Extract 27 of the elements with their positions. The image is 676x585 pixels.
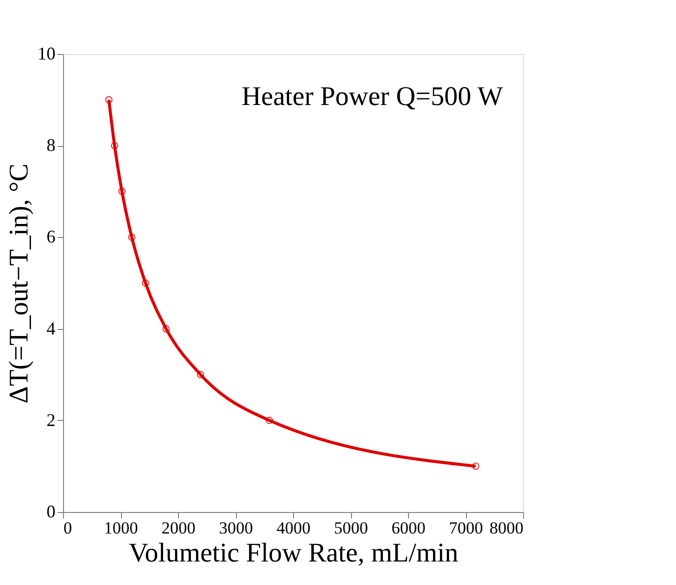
x-tick-label: 8000 [490, 518, 524, 538]
x-tick-label: 1000 [104, 518, 138, 538]
x-tick-label: 4000 [276, 518, 310, 538]
y-tick-label: 6 [46, 226, 56, 247]
y-tick-label: 0 [46, 502, 56, 522]
y-tick-label: 8 [46, 135, 56, 156]
x-tick-label: 0 [64, 518, 72, 538]
x-tick-label: 5000 [334, 518, 368, 538]
point [118, 188, 126, 196]
point [196, 370, 204, 378]
point [162, 325, 170, 333]
point [472, 462, 480, 470]
x-tick-label: 7000 [449, 518, 483, 538]
point [266, 416, 274, 424]
x-axis-title: Volumetic Flow Rate, mL/min [128, 538, 459, 568]
point [142, 279, 150, 287]
x-tick-label: 6000 [392, 518, 426, 538]
y-axis-title: ΔT(=T_out−T_in), °C [4, 163, 34, 404]
point [128, 233, 136, 241]
point [110, 142, 118, 150]
point [105, 96, 113, 104]
y-tick-label: 4 [46, 318, 56, 338]
y-tick-label: 2 [46, 410, 56, 430]
x-tick-label: 3000 [219, 518, 253, 538]
x-tick-label: 2000 [162, 518, 196, 538]
y-tick-label: 10 [38, 44, 56, 64]
annotation: Heater Power Q=500 W [242, 81, 504, 111]
